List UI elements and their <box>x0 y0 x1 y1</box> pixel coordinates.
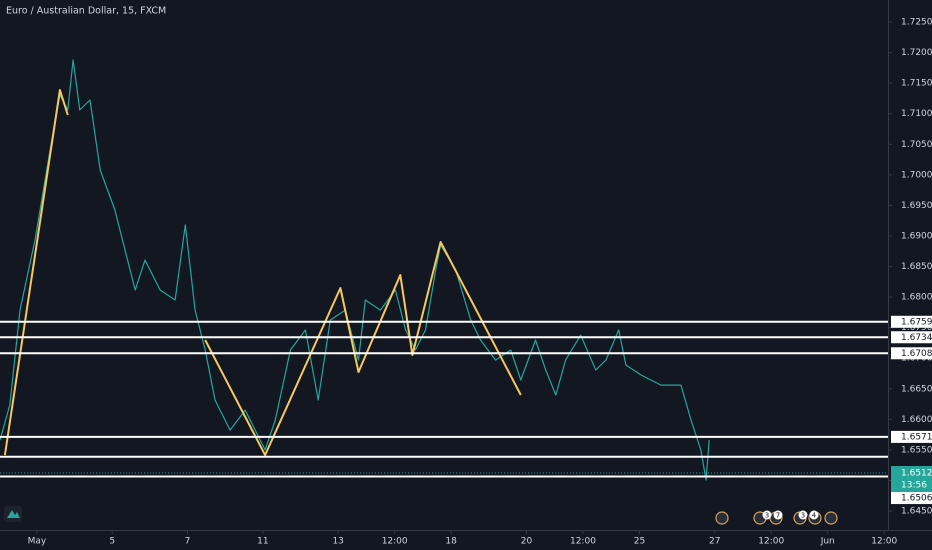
x-tick-label: 12:00 <box>570 537 596 547</box>
y-tick-label: 1.65500 <box>901 445 932 455</box>
x-tick-label: 7 <box>185 537 191 547</box>
y-tick-label: 1.71500 <box>901 79 932 89</box>
level-label: 1.65066 <box>901 494 932 504</box>
x-tick-label: 18 <box>445 537 457 547</box>
level-label: 1.67596 <box>901 317 932 327</box>
y-tick-label: 1.66500 <box>901 384 932 394</box>
price-line <box>0 59 710 481</box>
y-tick-label: 1.70000 <box>901 170 932 180</box>
x-tick-label: 12:00 <box>382 537 408 547</box>
zigzag-line <box>3 89 522 457</box>
level-label-box <box>891 347 932 360</box>
y-tick-label: 1.69500 <box>901 201 932 211</box>
y-tick-label: 1.66000 <box>901 415 932 425</box>
level-label-box <box>891 315 932 328</box>
x-tick-label: 27 <box>709 537 720 547</box>
x-tick-label: 12:00 <box>871 537 897 547</box>
x-tick-label: 13 <box>332 537 343 547</box>
y-tick-label: 1.70500 <box>901 140 932 150</box>
x-tick-label: 25 <box>634 537 645 547</box>
logo <box>4 506 22 522</box>
x-tick-label: 12:00 <box>758 537 784 547</box>
x-tick-label: 20 <box>521 537 533 547</box>
event-count: 3 <box>801 512 805 520</box>
last-price-box <box>891 466 932 493</box>
y-tick-label: 1.71000 <box>901 109 932 119</box>
y-tick-label: 1.72000 <box>901 48 932 58</box>
event-icon <box>824 511 838 525</box>
event-count: 7 <box>776 512 780 520</box>
chart-title: Euro / Australian Dollar, 15, FXCM <box>6 6 166 17</box>
event-count-bg <box>809 510 819 520</box>
event-count: 4 <box>812 512 817 520</box>
level-label-box <box>891 331 932 344</box>
x-tick-label: Jun <box>820 537 835 547</box>
level-label-box <box>891 430 932 443</box>
level-label-box <box>891 492 932 505</box>
y-tick-label: 1.68000 <box>901 293 932 303</box>
x-tick-label: May <box>28 537 47 547</box>
x-tick-label: 11 <box>257 537 268 547</box>
last-price-label: 1.65122 <box>901 469 932 479</box>
level-label: 1.67343 <box>901 333 932 343</box>
y-tick-label: 1.69000 <box>901 231 932 241</box>
y-tick-label: 1.67500 <box>901 323 932 333</box>
event-icon <box>715 511 729 525</box>
x-tick-label: 5 <box>109 537 115 547</box>
level-label: 1.65713 <box>901 432 932 442</box>
y-tick-label: 1.68500 <box>901 262 932 272</box>
y-tick-label: 1.72500 <box>901 18 932 28</box>
countdown: 13:56 <box>901 481 927 491</box>
event-count-bg <box>762 510 772 520</box>
event-count-bg <box>773 510 783 520</box>
y-tick-label: 1.64500 <box>901 507 932 517</box>
event-count: 3 <box>765 512 769 520</box>
event-count-bg <box>798 510 808 520</box>
